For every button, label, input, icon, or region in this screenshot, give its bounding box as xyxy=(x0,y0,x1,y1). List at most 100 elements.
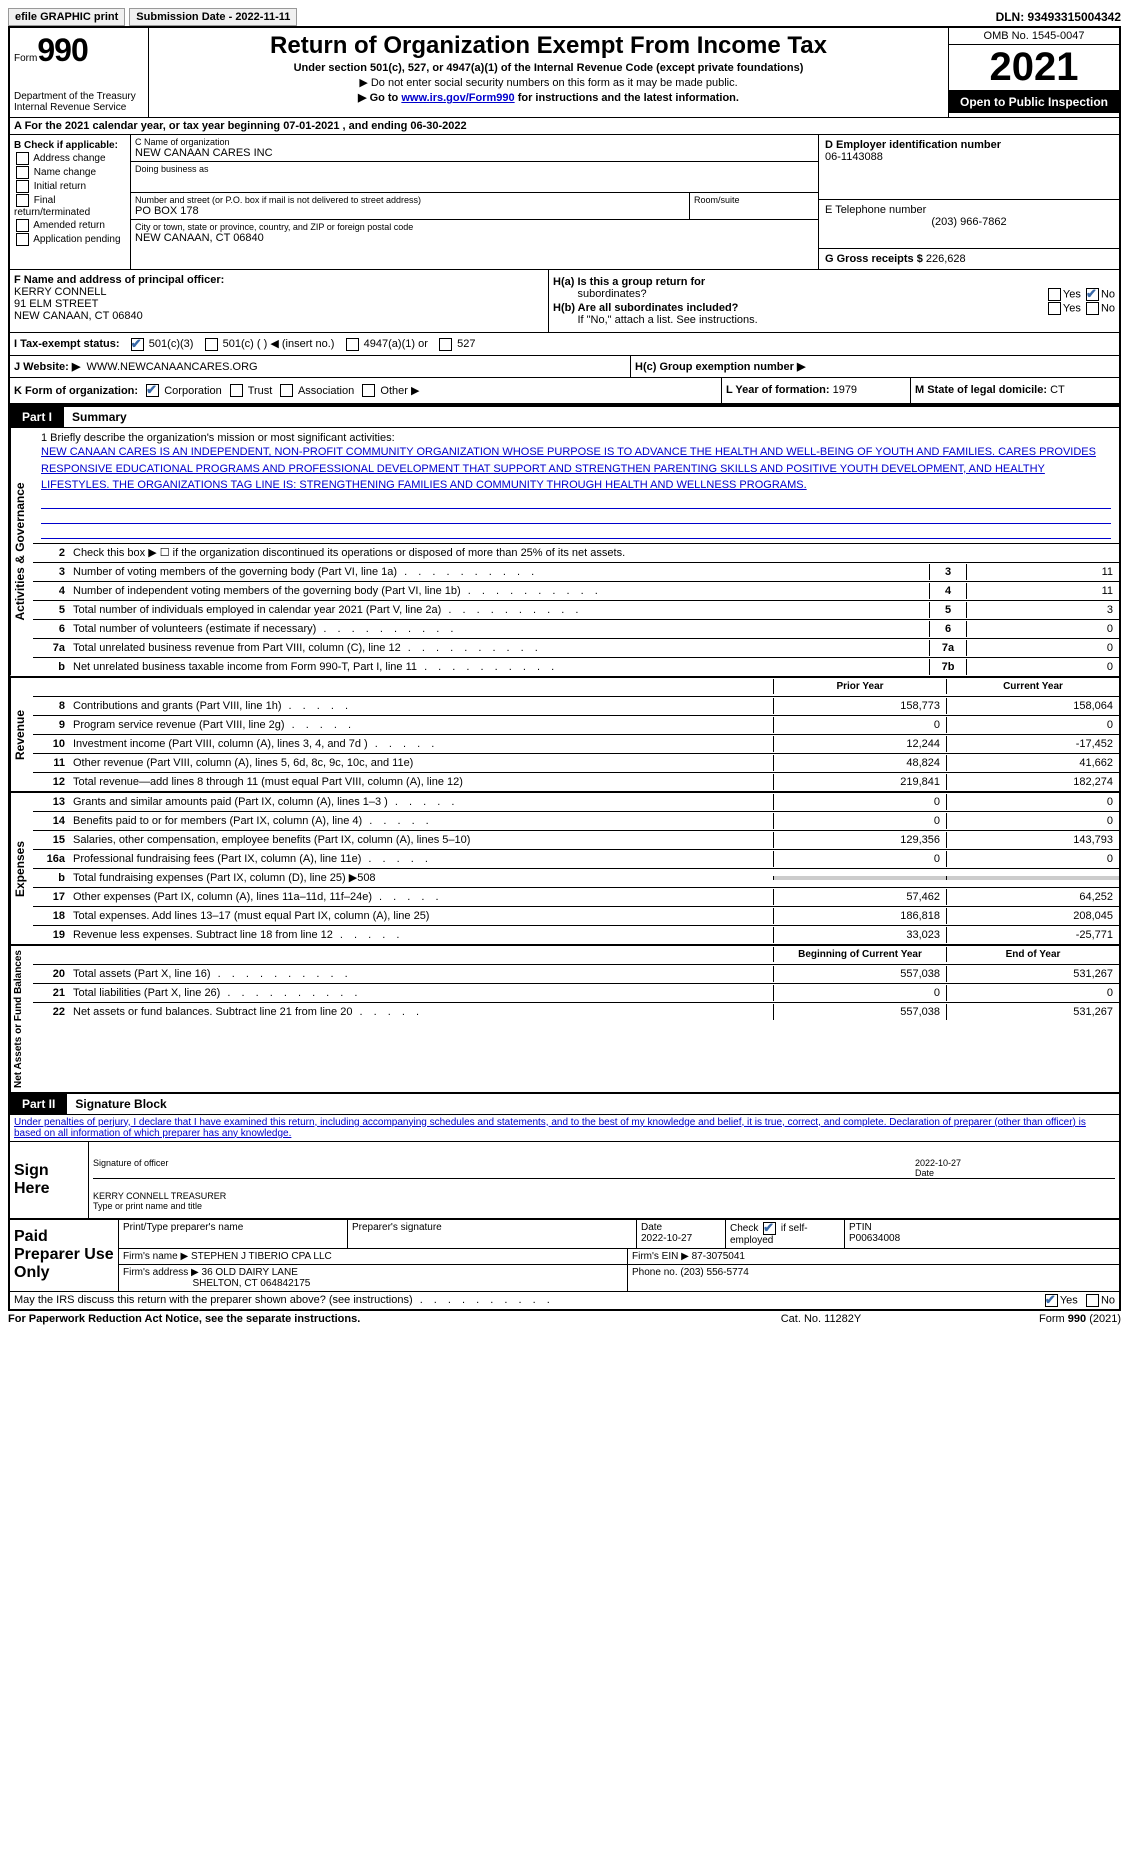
i-label: I Tax-exempt status: xyxy=(14,338,120,350)
check-trust[interactable] xyxy=(230,384,243,397)
hb-label: H(b) Are all subordinates included? xyxy=(553,302,738,314)
check-final-return[interactable]: Final return/terminated xyxy=(14,194,126,218)
check-name-change[interactable]: Name change xyxy=(14,166,126,179)
part1-tab: Part I xyxy=(10,407,64,427)
form-word: Form xyxy=(14,53,37,64)
f-label: F Name and address of principal officer: xyxy=(14,274,224,286)
footer-right: Form 990 (2021) xyxy=(921,1313,1121,1325)
check-application-pending[interactable]: Application pending xyxy=(14,233,126,246)
m-val: CT xyxy=(1050,384,1065,396)
form-title: Return of Organization Exempt From Incom… xyxy=(157,32,940,60)
street-label: Number and street (or P.O. box if mail i… xyxy=(135,195,685,205)
check-amended-return[interactable]: Amended return xyxy=(14,219,126,232)
paid-row-2: Firm's name ▶ STEPHEN J TIBERIO CPA LLC … xyxy=(119,1249,1119,1265)
irs-link[interactable]: www.irs.gov/Form990 xyxy=(401,92,514,104)
prior-year-header: Prior Year xyxy=(773,679,946,694)
j-label: J Website: ▶ xyxy=(14,361,80,373)
hb-yes-check[interactable] xyxy=(1048,302,1061,315)
instr2-post: for instructions and the latest informat… xyxy=(515,92,739,104)
org-name-label: C Name of organization xyxy=(135,137,814,147)
check-other[interactable] xyxy=(362,384,375,397)
col-h-group: H(a) Is this a group return for subordin… xyxy=(549,270,1119,332)
governance-label: Activities & Governance xyxy=(10,428,33,676)
section-j-website: J Website: ▶ WWW.NEWCANAANCARES.ORG H(c)… xyxy=(8,356,1121,378)
b-label: B Check if applicable: xyxy=(14,140,118,151)
check-initial-return[interactable]: Initial return xyxy=(14,180,126,193)
dba-label: Doing business as xyxy=(135,164,814,174)
firm-name: STEPHEN J TIBERIO CPA LLC xyxy=(191,1251,332,1262)
may-irs-discuss: May the IRS discuss this return with the… xyxy=(8,1292,1121,1311)
line-9: 9 Program service revenue (Part VIII, li… xyxy=(33,716,1119,735)
check-address-change[interactable]: Address change xyxy=(14,152,126,165)
hb-note: If "No," attach a list. See instructions… xyxy=(577,314,757,326)
may-irs-yes[interactable] xyxy=(1045,1294,1058,1307)
disclaimer-text: Under penalties of perjury, I declare th… xyxy=(14,1117,1086,1139)
sig-name-title-label: Type or print name and title xyxy=(93,1201,202,1211)
paid-preparer-block: Paid Preparer Use Only Print/Type prepar… xyxy=(8,1220,1121,1292)
line-21: 21 Total liabilities (Part X, line 26) 0… xyxy=(33,984,1119,1003)
room-suite-cell: Room/suite xyxy=(690,193,818,219)
firm-phone-label: Phone no. xyxy=(632,1267,678,1278)
paid-row-3: Firm's address ▶ 36 OLD DAIRY LANE SHELT… xyxy=(119,1265,1119,1291)
ha-label: H(a) Is this a group return for xyxy=(553,276,705,288)
officer-street: 91 ELM STREET xyxy=(14,298,98,310)
mission-label: 1 Briefly describe the organization's mi… xyxy=(41,432,1111,444)
governance-section: Activities & Governance 1 Briefly descri… xyxy=(8,428,1121,678)
mission-box: 1 Briefly describe the organization's mi… xyxy=(33,428,1119,544)
line-17: 17 Other expenses (Part IX, column (A), … xyxy=(33,888,1119,907)
l-label: L Year of formation: xyxy=(726,384,830,396)
paid-row-1: Print/Type preparer's name Preparer's si… xyxy=(119,1220,1119,1249)
efile-print-button[interactable]: efile GRAPHIC print xyxy=(8,8,125,26)
street-cell: Number and street (or P.O. box if mail i… xyxy=(131,193,690,219)
line-16a: 16a Professional fundraising fees (Part … xyxy=(33,850,1119,869)
ha-no-check[interactable] xyxy=(1086,288,1099,301)
check-501c[interactable] xyxy=(205,338,218,351)
room-label: Room/suite xyxy=(694,195,740,205)
hb-no-check[interactable] xyxy=(1086,302,1099,315)
part2-title: Signature Block xyxy=(67,1094,174,1114)
may-irs-no[interactable] xyxy=(1086,1294,1099,1307)
gross-receipts-cell: G Gross receipts $ 226,628 xyxy=(819,249,1119,269)
check-corp[interactable] xyxy=(146,384,159,397)
top-bar: efile GRAPHIC print Submission Date - 20… xyxy=(8,8,1121,26)
firm-addr2: SHELTON, CT 064842175 xyxy=(192,1278,310,1289)
sign-here-label: Sign Here xyxy=(10,1142,89,1218)
k-label: K Form of organization: xyxy=(14,385,138,397)
check-501c3[interactable] xyxy=(131,338,144,351)
street-val: PO BOX 178 xyxy=(135,205,685,217)
prep-check-label: Check if self-employed xyxy=(730,1223,808,1246)
line-14: 14 Benefits paid to or for members (Part… xyxy=(33,812,1119,831)
line-4: 4 Number of independent voting members o… xyxy=(33,582,1119,601)
dln-number: DLN: 93493315004342 xyxy=(996,10,1121,24)
line-2: 2 Check this box ▶ ☐ if the organization… xyxy=(33,544,1119,563)
footer-left: For Paperwork Reduction Act Notice, see … xyxy=(8,1313,721,1325)
line-4-val: 11 xyxy=(966,583,1119,599)
gross-label: G Gross receipts $ xyxy=(825,253,923,265)
line-18: 18 Total expenses. Add lines 13–17 (must… xyxy=(33,907,1119,926)
self-employed-check[interactable] xyxy=(763,1222,776,1235)
revenue-label: Revenue xyxy=(10,678,33,791)
check-4947[interactable] xyxy=(346,338,359,351)
line-3: 3 Number of voting members of the govern… xyxy=(33,563,1119,582)
col-c-org-info: C Name of organization NEW CANAAN CARES … xyxy=(131,135,819,269)
header-center: Return of Organization Exempt From Incom… xyxy=(149,28,948,117)
website-url: WWW.NEWCANAANCARES.ORG xyxy=(86,361,257,373)
phone-label: E Telephone number xyxy=(825,204,1113,216)
line-19: 19 Revenue less expenses. Subtract line … xyxy=(33,926,1119,944)
form-num: 990 xyxy=(37,32,87,68)
sig-officer-label: Signature of officer xyxy=(93,1158,915,1178)
line-11: 11 Other revenue (Part VIII, column (A),… xyxy=(33,754,1119,773)
line-22: 22 Net assets or fund balances. Subtract… xyxy=(33,1003,1119,1021)
ein-cell: D Employer identification number 06-1143… xyxy=(819,135,1119,200)
ein-label: D Employer identification number xyxy=(825,139,1113,151)
ha-yes-check[interactable] xyxy=(1048,288,1061,301)
line-7b: b Net unrelated business taxable income … xyxy=(33,658,1119,676)
omb-number: OMB No. 1545-0047 xyxy=(949,28,1119,45)
check-assoc[interactable] xyxy=(280,384,293,397)
col-b-checkboxes: B Check if applicable: Address change Na… xyxy=(10,135,131,269)
check-527[interactable] xyxy=(439,338,452,351)
instruction-2: ▶ Go to www.irs.gov/Form990 for instruct… xyxy=(157,91,940,104)
instruction-1: ▶ Do not enter social security numbers o… xyxy=(157,76,940,89)
ein-val: 06-1143088 xyxy=(825,151,1113,163)
dept-treasury: Department of the Treasury xyxy=(14,91,144,102)
